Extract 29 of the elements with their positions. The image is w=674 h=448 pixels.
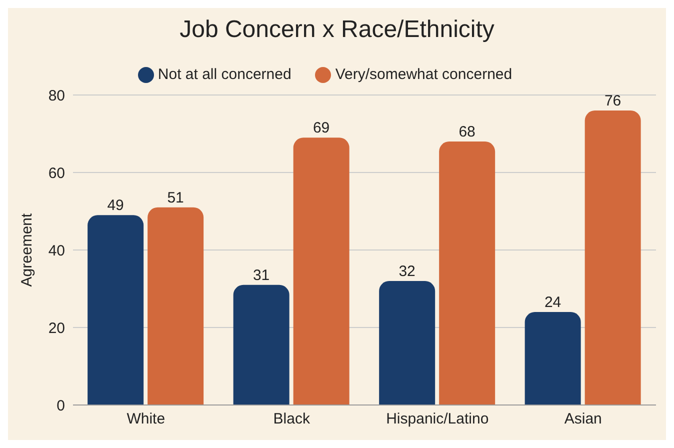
data-label: 32 (398, 263, 416, 280)
bar (584, 110, 641, 405)
bar (439, 142, 496, 405)
legend-label: Not at all concerned (158, 66, 292, 83)
bar (524, 312, 581, 405)
data-label: 68 (458, 124, 476, 141)
bar (379, 281, 436, 405)
data-label: 24 (544, 294, 562, 312)
y-tick-label: 60 (48, 164, 65, 182)
y-tick-label: 40 (48, 242, 65, 260)
y-tick-label: 0 (56, 397, 65, 414)
x-tick-label: White (126, 410, 166, 428)
y-tick-label: 20 (48, 320, 65, 337)
data-label: 76 (604, 92, 622, 110)
y-axis-title: Agreement (18, 212, 36, 287)
data-label: 69 (312, 120, 330, 137)
bar (293, 138, 350, 405)
data-label: 49 (107, 197, 124, 214)
x-tick-label: Black (273, 410, 310, 428)
data-label: 51 (167, 189, 184, 206)
bar (88, 215, 144, 405)
data-label: 31 (252, 266, 270, 284)
bar (148, 207, 204, 405)
chart-title: Job Concern x Race/Ethnicity (178, 15, 496, 45)
x-tick-label: Hispanic/Latino (386, 410, 489, 428)
y-tick-label: 80 (48, 87, 65, 104)
bar (233, 284, 290, 405)
x-tick-label: Asian (564, 410, 602, 428)
legend-label: Very/somewhat concerned (335, 66, 512, 83)
